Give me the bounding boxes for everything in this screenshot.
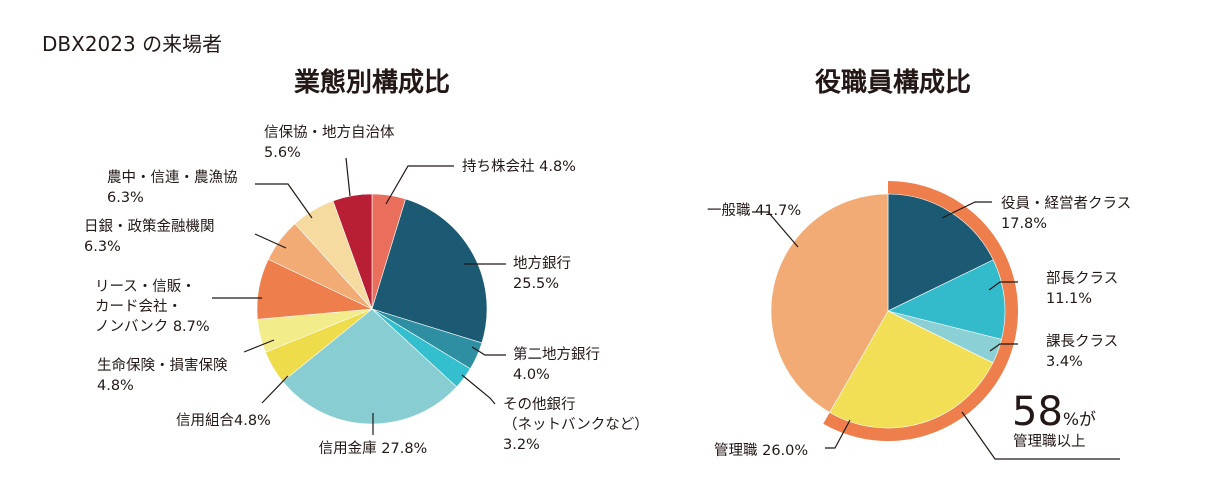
label-yakuin: 役員・経営者クラス 17.8%: [1001, 195, 1131, 232]
label-kanri-line-1: 管理職 26.0%: [714, 442, 808, 459]
label-yakuin-line-1: 役員・経営者クラス: [1001, 195, 1131, 212]
highlight-percent-suffix: %が: [1063, 410, 1096, 430]
leader-shinpo: [345, 157, 351, 197]
label-lease: リース・信販・カード会社・ノンバンク 8.7%: [95, 278, 210, 335]
label-yakuin-line-2: 17.8%: [1001, 216, 1047, 232]
label-nichigin: 日銀・政策金融機関 6.3%: [84, 218, 215, 255]
label-shinpo-line-2: 5.6%: [264, 145, 301, 161]
leader-highlight: [961, 411, 1120, 460]
label-kacho: 課長クラス 3.4%: [1046, 333, 1118, 370]
label-nichigin-line-2: 6.3%: [84, 239, 121, 255]
leader-ippan: [752, 211, 799, 248]
label-mochikabu-line-1: 持ち株会社 4.8%: [462, 158, 576, 175]
label-nichigin-line-1: 日銀・政策金融機関: [84, 218, 215, 235]
label-shinpo-line-1: 信保協・地方自治体: [264, 124, 395, 141]
page-title: DBX2023 の来場者: [42, 32, 222, 56]
label-mochikabu: 持ち株会社 4.8%: [462, 158, 576, 175]
label-lease-line-2: カード会社・: [95, 298, 182, 315]
label-kumiai: 信用組合4.8%: [176, 412, 271, 429]
label-net-line-3: 3.2%: [503, 437, 540, 453]
label-daini: 第二地方銀行 4.0%: [513, 345, 600, 383]
label-ippan-line-1: 一般職 41.7%: [707, 202, 801, 219]
label-shinkin: 信用金庫 27.8%: [319, 440, 428, 457]
label-daini-line-2: 4.0%: [513, 367, 550, 383]
pie-slice-yakuin: [887, 193, 994, 312]
leader-kacho: [989, 343, 1018, 352]
label-ippan: 一般職 41.7%: [707, 202, 801, 219]
leader-nochu: [255, 183, 313, 219]
label-net: その他銀行 （ネットバンクなど） 3.2%: [503, 396, 649, 453]
pie-slice-ippan: [770, 193, 889, 413]
label-kacho-line-1: 課長クラス: [1046, 333, 1118, 350]
label-bucho-line-1: 部長クラス: [1046, 270, 1118, 287]
leader-nichigin: [254, 233, 287, 249]
leader-kumiai: [261, 375, 289, 404]
leader-yakuin: [941, 201, 992, 219]
label-daini-line-1: 第二地方銀行: [513, 345, 600, 363]
label-bucho-line-2: 11.1%: [1046, 291, 1092, 307]
label-kacho-line-2: 3.4%: [1046, 354, 1083, 370]
pie-slice-shinkin: [282, 308, 458, 425]
label-nochu-line-1: 農中・信連・農漁協: [107, 169, 238, 186]
label-nochu-line-2: 6.3%: [107, 190, 144, 206]
label-chiho: 地方銀行 25.5%: [513, 255, 571, 292]
leader-net: [461, 374, 496, 405]
leader-kanri: [825, 419, 851, 449]
leader-bucho: [988, 281, 1018, 291]
label-hoken-line-2: 4.8%: [97, 378, 134, 394]
slice-labels: 持ち株会社 4.8% 地方銀行 25.5% 第二地方銀行 4.0% その他銀行 （ネットバン…: [84, 124, 1131, 459]
leader-mochikabu: [385, 165, 454, 205]
label-chiho-line-2: 25.5%: [513, 276, 559, 292]
pie-slice-chiho: [371, 198, 488, 344]
label-lease-line-1: リース・信販・: [95, 278, 196, 295]
highlight-percent: 58: [1012, 389, 1063, 435]
label-shinkin-line-1: 信用金庫 27.8%: [319, 440, 428, 457]
industry-pie: [256, 193, 488, 425]
highlight-figure: 58%が: [1012, 389, 1096, 435]
chart-title-industry: 業態別構成比: [294, 67, 450, 98]
label-kumiai-line-1: 信用組合4.8%: [176, 412, 271, 429]
pie-slice-shinpo: [332, 193, 373, 310]
pie-slice-bucho: [887, 259, 1006, 340]
label-net-line-2: （ネットバンクなど）: [503, 416, 649, 433]
management-highlight: 58%が 管理職以上: [1012, 389, 1096, 450]
label-chiho-line-1: 地方銀行: [513, 255, 571, 272]
leader-daini: [471, 346, 506, 356]
position-pie: [770, 193, 1006, 429]
label-shinpo: 信保協・地方自治体 5.6%: [264, 124, 395, 161]
label-kanri: 管理職 26.0%: [714, 442, 808, 459]
leader-hoken: [243, 339, 275, 353]
label-hoken-line-1: 生命保険・損害保険: [97, 356, 228, 374]
label-hoken: 生命保険・損害保険 4.8%: [97, 356, 228, 394]
highlight-caption: 管理職以上: [1013, 433, 1086, 450]
label-bucho: 部長クラス 11.1%: [1046, 270, 1118, 307]
chart-title-position: 役職員構成比: [815, 68, 971, 98]
leader-lines: [212, 157, 1120, 460]
label-lease-line-3: ノンバンク 8.7%: [95, 318, 210, 335]
label-nochu: 農中・信連・農漁協 6.3%: [107, 169, 238, 206]
label-net-line-1: その他銀行: [503, 396, 576, 413]
pie-slice-kanri: [829, 310, 994, 429]
